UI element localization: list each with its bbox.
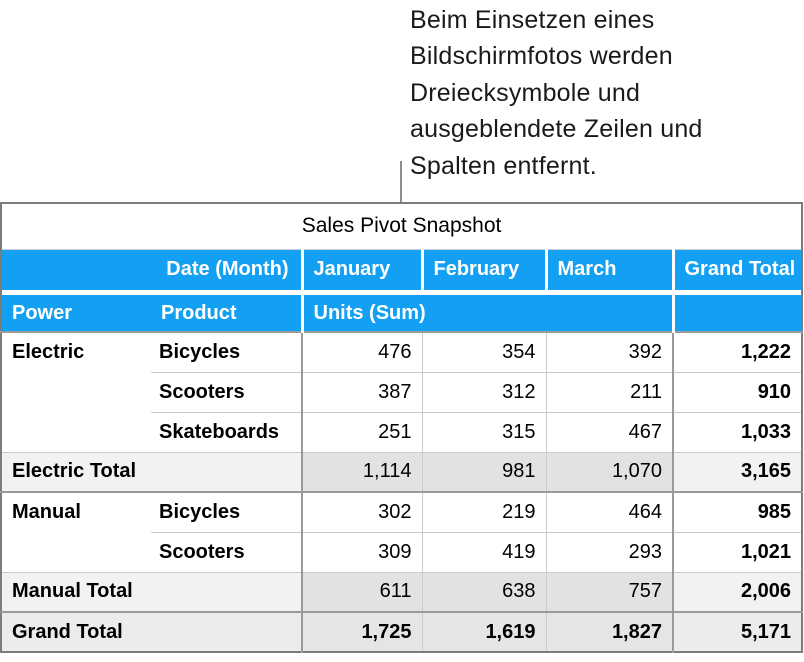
callout-connector-line: [400, 161, 402, 202]
value-cell[interactable]: 611: [301, 572, 422, 613]
header-units-grand-cell[interactable]: [671, 295, 803, 333]
product-cell[interactable]: Skateboards: [151, 412, 302, 453]
row-total-cell[interactable]: 3,165: [671, 452, 803, 493]
callout-text-line: Bildschirmfotos werden: [410, 42, 673, 71]
value-cell[interactable]: 638: [421, 572, 546, 613]
value-cell[interactable]: 1,619: [421, 611, 546, 652]
grand-total-label[interactable]: Grand Total: [1, 611, 302, 652]
value-cell[interactable]: 757: [545, 572, 673, 613]
header-date-month[interactable]: Date (Month): [1, 249, 302, 290]
subtotal-label[interactable]: Manual Total: [1, 571, 302, 613]
table-row: Skateboards 251 315 467 1,033: [1, 412, 803, 453]
row-total-cell[interactable]: 1,021: [671, 532, 803, 573]
table-row: Scooters 387 312 211 910: [1, 372, 803, 413]
header-power[interactable]: Power: [1, 295, 151, 333]
table-title-row: Sales Pivot Snapshot: [1, 203, 803, 250]
product-cell[interactable]: Bicycles: [151, 332, 302, 373]
callout-text-line: ausgeblendete Zeilen und: [410, 115, 703, 144]
value-cell[interactable]: 251: [301, 412, 422, 453]
value-cell[interactable]: 315: [421, 412, 546, 453]
column-header-row: Date (Month) January February March Gran…: [1, 249, 803, 290]
value-cell[interactable]: 1,114: [301, 452, 422, 493]
row-total-cell[interactable]: 5,171: [671, 611, 803, 652]
value-cell[interactable]: 464: [545, 492, 673, 533]
table-row: Manual Bicycles 302 219 464 985: [1, 492, 803, 572]
value-cell[interactable]: 354: [421, 332, 546, 373]
callout-text-line: Spalten entfernt.: [410, 151, 597, 180]
product-cell[interactable]: Bicycles: [151, 492, 302, 533]
value-cell[interactable]: 312: [421, 372, 546, 413]
field-header-row: Power Product Units (Sum): [1, 295, 803, 333]
value-cell[interactable]: 309: [301, 532, 422, 573]
table-row: Electric Bicycles 476 354 392 1,222: [1, 332, 803, 452]
value-cell[interactable]: 392: [545, 332, 673, 373]
table-title[interactable]: Sales Pivot Snapshot: [1, 203, 803, 250]
value-cell[interactable]: 1,827: [545, 611, 673, 652]
power-group-manual[interactable]: Manual: [1, 492, 151, 572]
header-march[interactable]: March: [544, 249, 673, 290]
row-total-cell[interactable]: 2,006: [671, 572, 803, 613]
header-january[interactable]: January: [300, 249, 422, 290]
header-gap: [1, 290, 803, 295]
row-total-cell[interactable]: 910: [671, 372, 803, 413]
value-cell[interactable]: 293: [545, 532, 673, 573]
subtotal-label[interactable]: Electric Total: [1, 451, 302, 493]
header-units-sum[interactable]: Units (Sum): [300, 295, 673, 333]
product-cell[interactable]: Scooters: [151, 372, 302, 413]
header-product[interactable]: Product: [151, 295, 302, 333]
row-total-cell[interactable]: 1,222: [671, 332, 803, 373]
value-cell[interactable]: 467: [545, 412, 673, 453]
header-gap-row: [1, 290, 803, 295]
value-cell[interactable]: 419: [421, 532, 546, 573]
power-group-electric[interactable]: Electric: [1, 332, 151, 452]
callout-text: Beim Einsetzen eines Bildschirmfotos wer…: [410, 2, 790, 184]
callout-text-line: Beim Einsetzen eines: [410, 6, 655, 34]
product-cell[interactable]: Scooters: [151, 532, 302, 573]
value-cell[interactable]: 219: [421, 492, 546, 533]
table-row: Scooters 309 419 293 1,021: [1, 532, 803, 573]
row-total-cell[interactable]: 985: [671, 492, 803, 533]
value-cell[interactable]: 302: [301, 492, 422, 533]
grand-total-row: Grand Total 1,725 1,619 1,827 5,171: [1, 611, 803, 652]
row-total-cell[interactable]: 1,033: [671, 412, 803, 453]
header-february[interactable]: February: [420, 249, 546, 290]
value-cell[interactable]: 1,725: [301, 611, 422, 652]
pivot-table: Sales Pivot Snapshot Date (Month) Januar…: [0, 202, 804, 653]
subtotal-row-manual: Manual Total 611 638 757 2,006: [1, 571, 803, 613]
value-cell[interactable]: 211: [545, 372, 673, 413]
value-cell[interactable]: 1,070: [545, 452, 673, 493]
subtotal-row-electric: Electric Total 1,114 981 1,070 3,165: [1, 451, 803, 493]
value-cell[interactable]: 476: [301, 332, 422, 373]
value-cell[interactable]: 387: [301, 372, 422, 413]
callout-text-line: Dreiecksymbole und: [410, 78, 641, 107]
header-grand-total[interactable]: Grand Total: [671, 249, 803, 290]
value-cell[interactable]: 981: [421, 452, 546, 493]
